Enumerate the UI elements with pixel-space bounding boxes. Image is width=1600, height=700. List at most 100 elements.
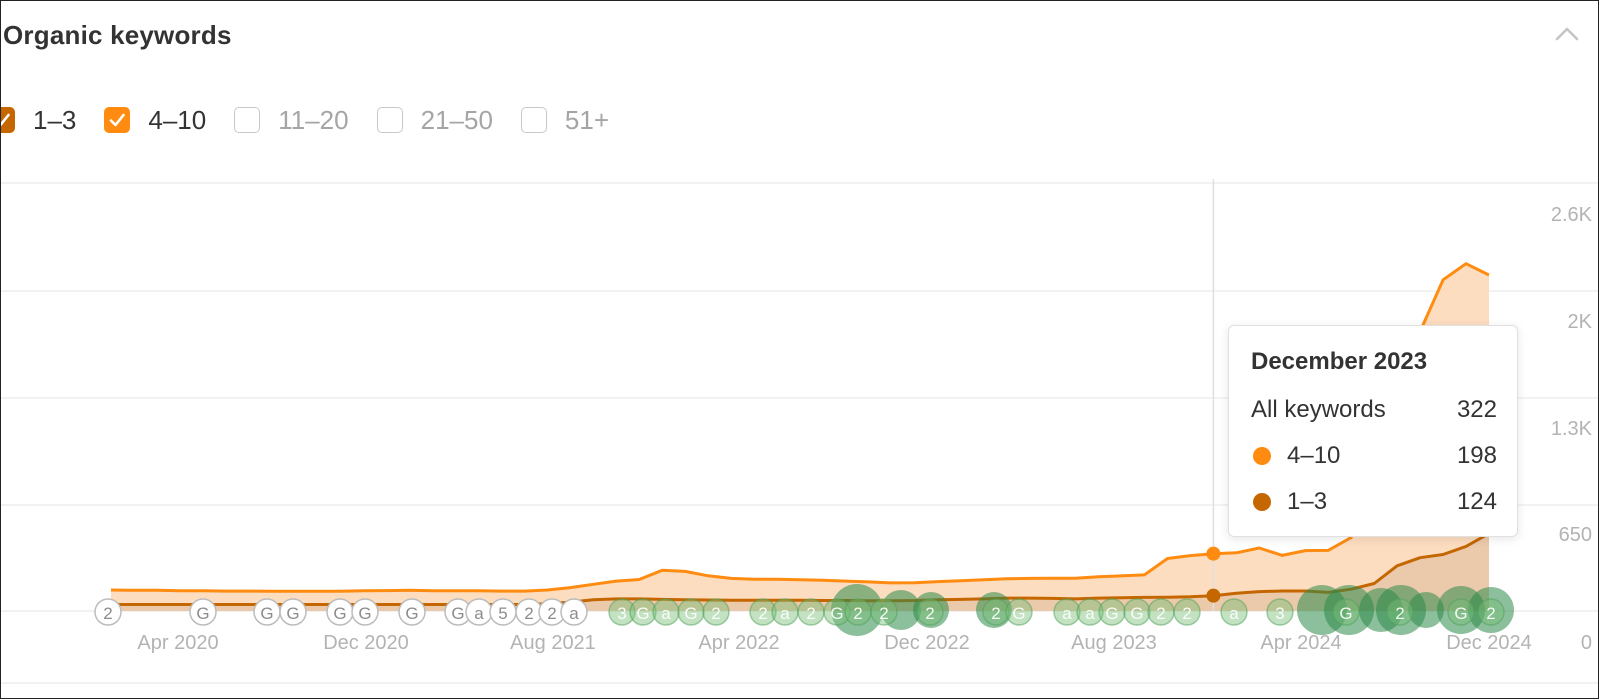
event-bubble	[1324, 585, 1374, 635]
event-marker-label: a	[1229, 604, 1239, 623]
event-marker-icon: a	[465, 598, 493, 626]
event-marker-circle	[608, 598, 636, 626]
tooltip-value: 322	[1456, 396, 1497, 423]
event-marker-circle	[1220, 598, 1248, 626]
filter-label: 51+	[564, 104, 610, 135]
event-marker-circle	[1053, 598, 1081, 626]
event-marker-label: G	[333, 604, 346, 623]
x-tick-label: Apr 2024	[1260, 632, 1341, 654]
event-marker-label: 2	[1182, 604, 1191, 623]
event-marker-label: G	[684, 604, 697, 623]
event-marker-circle	[94, 598, 122, 626]
filter-label: 21–50	[420, 104, 493, 135]
event-marker-icon: 5	[489, 598, 517, 626]
filter-label: 1–3	[33, 104, 77, 135]
checkbox-4-10[interactable]	[104, 107, 131, 133]
event-marker-circle	[351, 598, 379, 626]
checkbox-51-plus[interactable]	[520, 107, 547, 133]
event-marker-circle	[279, 598, 307, 626]
tooltip-row-4-10: 4–10 198	[1251, 440, 1497, 472]
checkbox-1-3[interactable]	[1, 107, 15, 133]
x-tick-label: Aug 2023	[1071, 632, 1157, 654]
event-marker-label: 2	[1486, 604, 1495, 623]
event-marker-icon: G	[189, 598, 217, 626]
filter-4-10[interactable]: 4–10	[104, 105, 206, 136]
x-tick-label: Dec 2022	[884, 632, 970, 654]
event-marker-circle	[1173, 598, 1201, 626]
event-marker-icon: 2	[702, 598, 730, 626]
event-marker-icon: 2	[916, 598, 944, 626]
event-marker-icon: 2	[1477, 598, 1505, 626]
event-marker-label: 2	[925, 604, 934, 623]
y-tick-label: 0	[1581, 632, 1592, 654]
event-marker-label: G	[1012, 604, 1025, 623]
event-marker-label: 2	[806, 604, 815, 623]
event-marker-label: 2	[711, 604, 720, 623]
event-marker-circle	[560, 598, 588, 626]
event-marker-icon: 3	[608, 598, 636, 626]
event-marker-label: G	[830, 604, 843, 623]
event-marker-circle	[1386, 598, 1414, 626]
series-dot-icon	[1253, 493, 1271, 511]
collapse-chevron-icon[interactable]	[1552, 19, 1582, 49]
event-marker-icon: G	[398, 598, 426, 626]
event-marker-label: G	[1339, 604, 1352, 623]
event-marker-icon: a	[1076, 598, 1104, 626]
event-marker-label: 2	[991, 604, 1000, 623]
event-marker-label: 3	[1275, 604, 1284, 623]
widget-title: Organic keywords	[3, 20, 232, 50]
y-tick-label: 2.6K	[1551, 204, 1593, 226]
event-marker-label: 2	[1156, 604, 1165, 623]
event-marker-icon: 2	[1386, 598, 1414, 626]
event-marker-circle	[1332, 598, 1360, 626]
hover-dot-4-10	[1206, 546, 1221, 561]
event-marker-circle	[1076, 598, 1104, 626]
tooltip-title: December 2023	[1251, 348, 1428, 375]
filter-11-20[interactable]: 11–20	[234, 104, 349, 136]
event-marker-icon: a	[1220, 598, 1248, 626]
event-marker-icon: 2	[797, 598, 825, 626]
event-marker-circle	[1123, 598, 1151, 626]
event-marker-circle	[823, 598, 851, 626]
event-marker-label: 3	[617, 604, 626, 623]
event-marker-icon: G	[1332, 598, 1360, 626]
event-marker-circle	[1477, 598, 1505, 626]
event-marker-label: 2	[853, 604, 862, 623]
y-tick-label: 650	[1559, 524, 1592, 546]
chart-tooltip: December 2023 All keywords 322 4–10 198 …	[1228, 325, 1518, 537]
filter-51-plus[interactable]: 51+	[520, 104, 610, 136]
event-marker-circle	[652, 598, 680, 626]
event-marker-circle	[1266, 598, 1294, 626]
event-marker-circle	[982, 598, 1010, 626]
event-marker-label: G	[636, 604, 649, 623]
event-marker-icon: G	[253, 598, 281, 626]
x-tick-label: Aug 2021	[510, 632, 596, 654]
event-bubble	[1468, 587, 1514, 633]
x-tick-label: Dec 2024	[1446, 632, 1532, 654]
event-marker-icon: G	[1447, 598, 1475, 626]
checkbox-11-20[interactable]	[234, 107, 261, 133]
event-marker-icon: 2	[870, 598, 898, 626]
filter-label: 4–10	[148, 104, 207, 135]
event-bubble	[1359, 588, 1403, 632]
event-marker-circle	[629, 598, 657, 626]
event-marker-icon: G	[1123, 598, 1151, 626]
filter-label: 11–20	[278, 104, 349, 135]
event-marker-circle	[916, 598, 944, 626]
event-marker-icon: 2	[1173, 598, 1201, 626]
event-marker-label: 2	[758, 604, 767, 623]
event-marker-icon: G	[1005, 598, 1033, 626]
event-marker-label: a	[569, 604, 579, 623]
checkbox-21-50[interactable]	[376, 107, 403, 133]
event-marker-icon: G	[1098, 598, 1126, 626]
x-tick-label: Dec 2020	[323, 632, 409, 654]
event-marker-circle	[398, 598, 426, 626]
event-marker-label: a	[474, 604, 484, 623]
event-marker-label: G	[451, 604, 464, 623]
filter-21-50[interactable]: 21–50	[376, 104, 493, 136]
tooltip-row-1-3: 1–3 124	[1251, 486, 1497, 518]
event-marker-label: G	[1454, 604, 1467, 623]
event-marker-label: 2	[103, 604, 112, 623]
filter-1-3[interactable]: 1–3	[1, 104, 77, 136]
